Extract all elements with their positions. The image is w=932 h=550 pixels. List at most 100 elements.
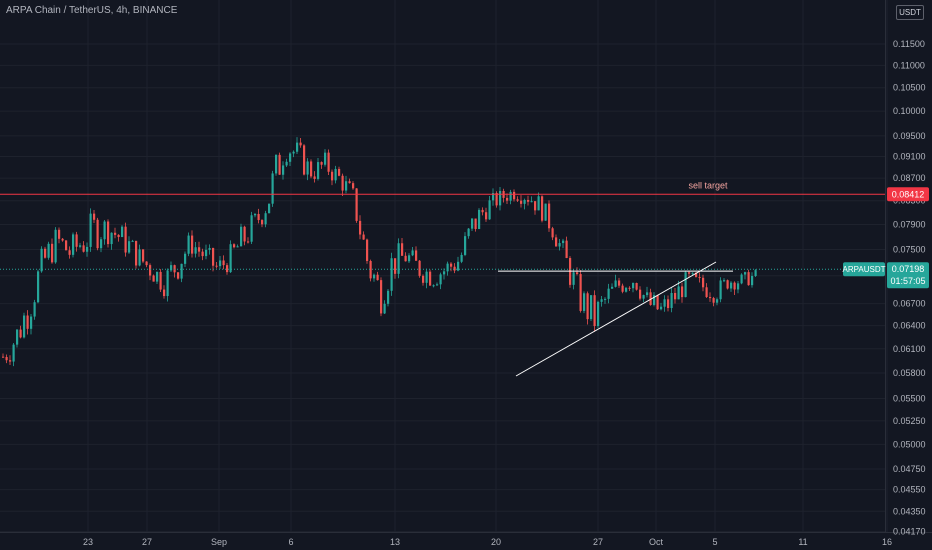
candle-body [184,253,187,264]
candle-body [716,299,719,303]
candle-body [254,213,257,216]
candle-body [397,243,400,274]
candle-body [278,154,281,175]
candle-body [408,255,411,262]
quote-unit-badge[interactable]: USDT [896,5,924,20]
price-tick-label: 0.06400 [893,321,926,331]
candle-body [737,283,740,290]
candle-body [464,236,467,255]
candle-body [100,239,103,249]
candle-body [709,297,712,299]
price-tick-label: 0.08700 [893,173,926,183]
candle-body [572,272,575,285]
candle-body [359,220,362,235]
sell-target-price-text: 0.08412 [892,189,925,199]
price-tick-label: 0.07500 [893,244,926,254]
candle-body [432,285,435,287]
candle-body [660,306,663,310]
candle-body [523,199,526,204]
candle-body [159,271,162,290]
sell-target-price-tag [887,187,929,202]
candle-body [460,254,463,262]
candle-body [275,154,278,174]
time-axis[interactable]: 23 27 Sep 6 13 20 27 Oct 5 11 16 [83,537,892,547]
candle-body [61,238,64,241]
candle-body [128,241,131,253]
price-tick-label: 0.05800 [893,368,926,378]
candle-body [415,250,418,261]
candle-body [551,228,554,238]
candle-body [485,212,488,220]
candle-body [730,282,733,289]
time-tick-label: Oct [649,537,664,547]
candle-body [47,243,50,258]
candle-body [520,200,523,204]
time-tick-label: 11 [798,537,807,547]
candle-body [436,284,439,286]
candle-body [247,241,250,243]
triangle-support-line[interactable] [515,261,717,377]
candle-body [544,203,547,221]
candle-body [369,261,372,279]
candle-body [562,240,565,244]
bar-countdown-text: 01:57:05 [890,276,925,286]
candle-body [495,193,498,206]
candle-body [429,271,432,286]
price-tick-label: 0.06700 [893,299,926,309]
candle-body [149,265,152,276]
candle-body [327,152,330,172]
candle-body [156,271,159,282]
candle-body [191,235,194,254]
candle-body [226,265,229,273]
candle-body [16,329,19,345]
price-tick-label: 0.05500 [893,394,926,404]
candle-body [639,289,642,299]
candle-body [324,152,327,165]
candle-body [614,280,617,287]
candle-body [268,203,271,214]
candle-body [646,292,649,296]
candle-body [667,299,670,309]
candle-body [457,261,460,271]
price-tick-label: 0.09500 [893,131,926,141]
candle-body [317,162,320,179]
time-tick-label: 27 [142,537,152,547]
time-tick-label: Sep [211,537,227,547]
candle-body [453,266,456,271]
candle-body [467,228,470,237]
candle-body [744,272,747,275]
candle-body [180,263,183,279]
candle-body [450,263,453,267]
price-tick-label: 0.07900 [893,219,926,229]
candle-body [740,274,743,284]
candle-body [271,173,274,204]
candle-body [243,226,246,242]
candle-body [754,270,757,276]
candle-body [611,286,614,289]
candle-body [373,274,376,279]
price-tick-label: 0.04350 [893,506,926,516]
candle-body [628,287,631,289]
candle-body [82,245,85,252]
candle-body [604,298,607,300]
candle-body [376,274,379,281]
candle-body [30,316,33,329]
candle-body [341,175,344,191]
candle-body [51,243,54,263]
candle-body [579,274,582,311]
candle-body [751,275,754,286]
candle-body [726,280,729,289]
candle-body [607,288,610,299]
price-tick-label: 0.11000 [893,60,925,70]
candle-body [121,226,124,238]
sell-target-label: sell target [688,180,728,190]
price-tick-label: 0.04750 [893,464,926,474]
candle-body [586,293,589,320]
candle-body [19,329,22,338]
candle-body [733,282,736,290]
candle-body [684,272,687,298]
candle-body [674,292,677,300]
candle-body [394,258,397,274]
time-tick-label: 6 [288,537,293,547]
